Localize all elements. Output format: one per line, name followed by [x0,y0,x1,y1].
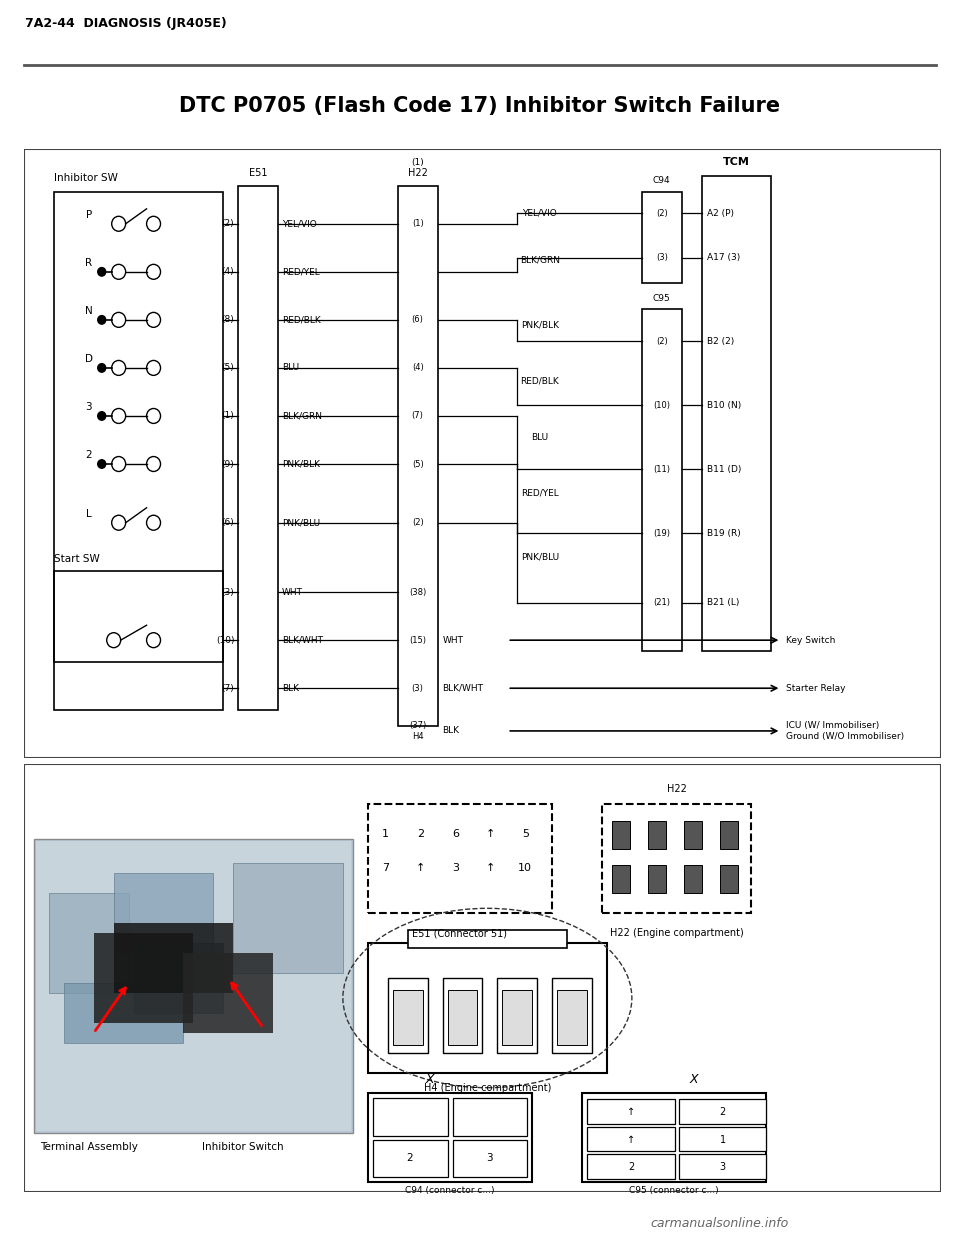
Text: A2 (P): A2 (P) [707,209,733,217]
Bar [502,990,532,1045]
Text: B11 (D): B11 (D) [707,465,741,474]
Text: 3: 3 [452,863,459,873]
Text: (5): (5) [222,364,234,373]
Text: (8): (8) [222,315,234,324]
Text: WHT: WHT [443,636,464,645]
Text: (21): (21) [653,599,670,607]
Bar [36,841,350,1130]
Bar [113,923,233,994]
Text: BLK: BLK [282,683,300,693]
Text: YEL/VIO: YEL/VIO [522,209,557,217]
Bar [397,186,438,725]
Text: BLK: BLK [443,727,460,735]
Text: 2: 2 [417,828,424,838]
Bar [34,838,353,1133]
Circle shape [98,267,106,276]
Text: 3: 3 [486,1154,492,1164]
Text: 5: 5 [521,828,529,838]
Text: Starter Relay: Starter Relay [786,683,846,693]
Text: H22: H22 [408,168,427,178]
Bar [587,1099,675,1124]
Text: (37)
H4: (37) H4 [409,722,426,740]
Text: 1: 1 [719,1134,726,1145]
Text: (3): (3) [412,683,423,693]
Text: H22 (Engine compartment): H22 (Engine compartment) [610,928,744,938]
Text: YEL/VIO: YEL/VIO [282,220,317,229]
Text: carmanualsonline.info: carmanualsonline.info [651,1217,789,1230]
Bar [133,943,224,1013]
Text: ↑: ↑ [486,863,495,873]
Text: (1): (1) [412,220,423,229]
Text: (11): (11) [653,465,670,474]
Text: H4 (Engine compartment): H4 (Engine compartment) [423,1083,551,1093]
Text: 6: 6 [452,828,459,838]
Bar [679,1099,766,1124]
Text: BLU: BLU [531,432,548,442]
Text: B10 (N): B10 (N) [707,401,741,410]
Circle shape [98,364,106,373]
Bar [720,821,737,848]
Text: WHT: WHT [282,587,303,596]
Bar [54,191,224,662]
Circle shape [98,460,106,468]
Bar [452,1139,527,1177]
Bar [238,186,278,709]
Bar [679,1126,766,1151]
Bar [408,930,567,948]
Text: (2): (2) [222,220,234,229]
Text: (15): (15) [409,636,426,645]
Text: Key Switch: Key Switch [786,636,836,645]
Text: (9): (9) [222,460,234,468]
Text: PNK/BLU: PNK/BLU [282,518,321,528]
Bar [720,866,737,893]
Text: 7A2-44  DIAGNOSIS (JR405E): 7A2-44 DIAGNOSIS (JR405E) [25,17,227,30]
Text: RED/BLK: RED/BLK [282,315,321,324]
Bar [183,953,274,1033]
Text: R: R [85,258,92,268]
Text: C95: C95 [653,294,671,303]
Bar [557,990,587,1045]
Bar [368,943,607,1073]
Text: B21 (L): B21 (L) [707,599,739,607]
Bar [587,1155,675,1180]
Text: C94 (connector c...): C94 (connector c...) [405,1186,494,1195]
Bar [648,821,665,848]
Text: (3): (3) [222,587,234,596]
Text: 2: 2 [406,1154,413,1164]
Bar [372,1139,447,1177]
Text: (38): (38) [409,587,426,596]
Text: E51 (Connector 51): E51 (Connector 51) [413,928,508,938]
Bar [602,804,752,913]
Text: C94: C94 [653,176,671,185]
Text: TCM: TCM [723,158,750,168]
Text: BLU: BLU [282,364,300,373]
Bar [497,979,538,1053]
Text: (4): (4) [222,267,234,276]
Text: (3): (3) [656,253,668,262]
Text: P: P [85,210,92,220]
Text: (2): (2) [656,209,667,217]
Bar [447,990,477,1045]
Bar [64,984,183,1043]
Text: Inhibitor SW: Inhibitor SW [54,173,118,184]
Bar [642,191,682,282]
Text: RED/BLK: RED/BLK [520,376,559,386]
Bar [388,979,427,1053]
Bar [368,1093,532,1182]
Text: 3: 3 [85,402,92,412]
Bar [684,866,702,893]
Text: ↑: ↑ [486,828,495,838]
Text: (10): (10) [653,401,670,410]
Bar [372,1098,447,1135]
Bar [612,866,630,893]
Text: (19): (19) [653,529,670,538]
Text: L: L [85,509,91,519]
Text: Terminal Assembly: Terminal Assembly [39,1143,137,1153]
Text: (6): (6) [222,518,234,528]
Text: (5): (5) [412,460,423,468]
Bar [49,893,129,994]
Text: X: X [426,1073,434,1086]
Text: Inhibitor Switch: Inhibitor Switch [203,1143,284,1153]
Text: X: X [690,1073,699,1086]
Bar [648,866,665,893]
